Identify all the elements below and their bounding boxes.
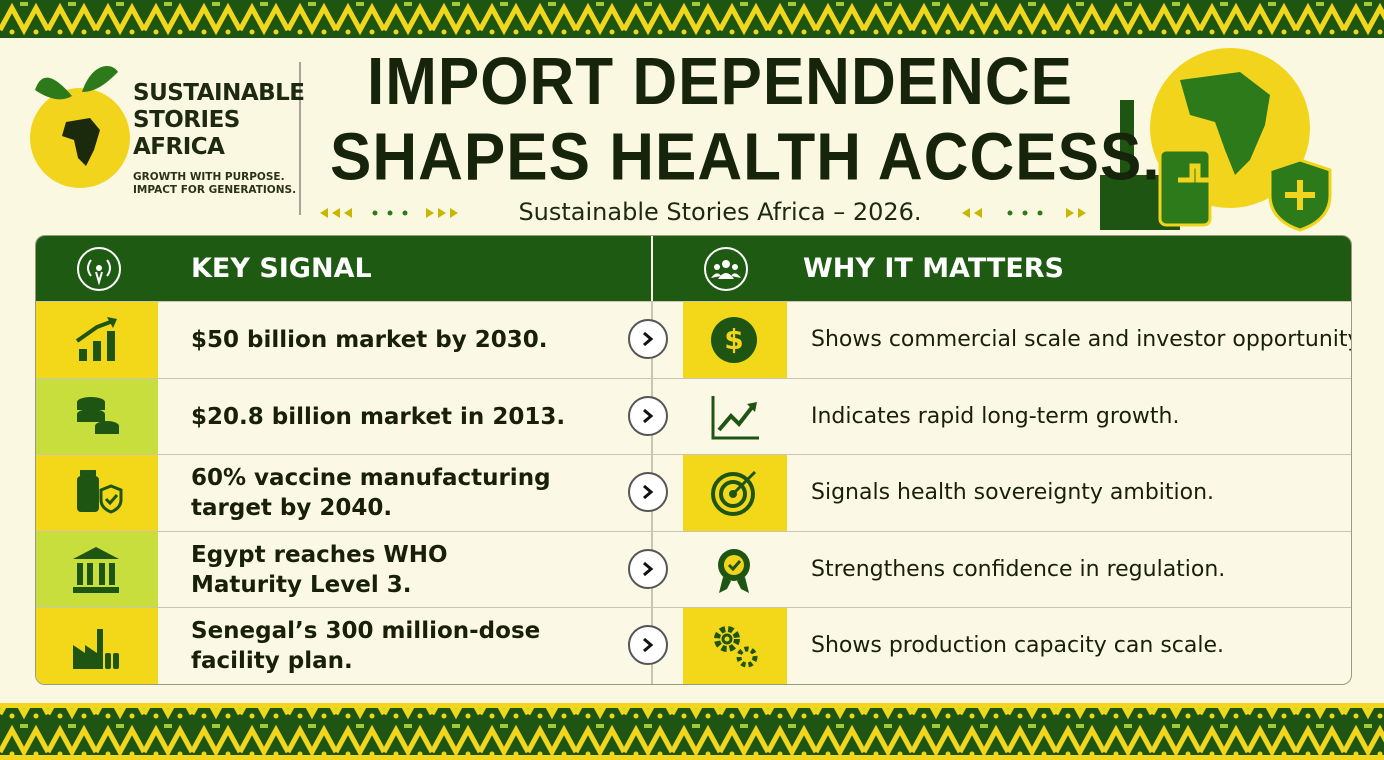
why-icon: $	[683, 302, 787, 378]
brand-line: STORIES	[133, 107, 240, 133]
tagline-line: GROWTH WITH PURPOSE.	[133, 171, 285, 183]
arrow-button	[628, 395, 668, 436]
signal-line: Senegal’s 300 million-dose	[191, 618, 541, 645]
signal-icon	[36, 302, 158, 378]
svg-text:$: $	[724, 323, 743, 356]
signal-line: $50 billion market by 2030.	[191, 327, 548, 353]
column-title: KEY SIGNAL	[191, 253, 372, 284]
why-icon	[683, 378, 787, 455]
brand-line: AFRICA	[133, 134, 225, 160]
icon	[77, 396, 119, 434]
table-row: $20.8 billion market in 2013. Indicates r…	[36, 377, 1351, 455]
arrow	[643, 331, 654, 347]
tagline: GROWTH WITH PURPOSE. IMPACT FOR GENERATI…	[133, 171, 296, 197]
brand-name: SUSTAINABLE STORIES AFRICA	[133, 80, 305, 161]
column-header: WHY IT MATTERS	[653, 236, 1351, 301]
arrow-button	[628, 625, 668, 666]
signal-icon	[36, 455, 158, 532]
arrow	[643, 408, 654, 423]
table-row: 60% vaccine manufacturing target by 2040.…	[36, 454, 1351, 532]
arrow	[643, 638, 654, 653]
signal-line: Maturity Level 3.	[191, 571, 412, 598]
table-row: Senegal’s 300 million-dose facility plan.…	[36, 607, 1351, 684]
why-icon	[683, 531, 787, 608]
title-line: SHAPES HEALTH ACCESS.	[330, 120, 1161, 195]
title: IMPORT DEPENDENCE SHAPES HEALTH ACCESS.	[330, 44, 1161, 195]
arrow-button	[628, 472, 668, 513]
why-it-matters: Signals health sovereignty ambition.	[811, 480, 1215, 506]
why-it-matters: Indicates rapid long-term growth.	[811, 403, 1180, 429]
icon	[75, 317, 117, 361]
header-icon	[704, 247, 748, 291]
signal-line: facility plan.	[191, 648, 353, 675]
icon	[714, 626, 758, 668]
key-signal: Egypt reaches WHO Maturity Level 3.	[191, 532, 448, 608]
key-signal: 60% vaccine manufacturing target by 2040.	[191, 455, 551, 531]
signal-line: $20.8 billion market in 2013.	[191, 403, 566, 430]
signal-line: Egypt reaches WHO	[191, 541, 448, 568]
table-row: Egypt reaches WHO Maturity Level 3. Streng…	[36, 530, 1351, 608]
arrow-button	[628, 319, 668, 359]
signal-line: 60% vaccine manufacturing	[191, 465, 551, 492]
icon	[73, 629, 119, 670]
arrow	[643, 485, 654, 500]
icon	[711, 471, 757, 517]
signal-line: target by 2040.	[191, 495, 393, 522]
why-icon	[683, 455, 787, 532]
signal-icon	[36, 608, 158, 684]
title-line: IMPORT DEPENDENCE	[367, 44, 1073, 119]
signal-icon	[36, 378, 158, 455]
why-it-matters: Shows production capacity can scale.	[811, 633, 1225, 659]
why-it-matters: Shows commercial scale and investor oppo…	[811, 327, 1352, 352]
brand-line: SUSTAINABLE	[133, 80, 305, 106]
key-signal: Senegal’s 300 million-dose facility plan.	[191, 608, 540, 684]
why-it-matters: Strengthens confidence in regulation.	[811, 556, 1226, 582]
subtitle: Sustainable Stories Africa – 2026.	[518, 198, 922, 226]
why-icon	[683, 608, 787, 684]
key-signal: $50 billion market by 2030.	[191, 302, 548, 378]
signal-table: KEY SIGNAL WHY IT MATTERS $50 billion ma…	[35, 235, 1352, 685]
signal-icon	[36, 531, 158, 608]
table-row: $50 billion market by 2030. $ Shows commer…	[36, 301, 1351, 378]
icon	[711, 395, 759, 440]
arrow-button	[628, 548, 668, 589]
header-icon	[77, 247, 121, 291]
column-header: KEY SIGNAL	[36, 236, 651, 301]
icon	[718, 548, 750, 593]
icon	[77, 470, 123, 514]
column-title: WHY IT MATTERS	[803, 253, 1064, 284]
icon: $	[711, 317, 757, 363]
arrow	[643, 561, 654, 576]
tagline-line: IMPACT FOR GENERATIONS.	[133, 184, 297, 196]
icon	[73, 546, 119, 593]
key-signal: $20.8 billion market in 2013.	[191, 379, 565, 455]
